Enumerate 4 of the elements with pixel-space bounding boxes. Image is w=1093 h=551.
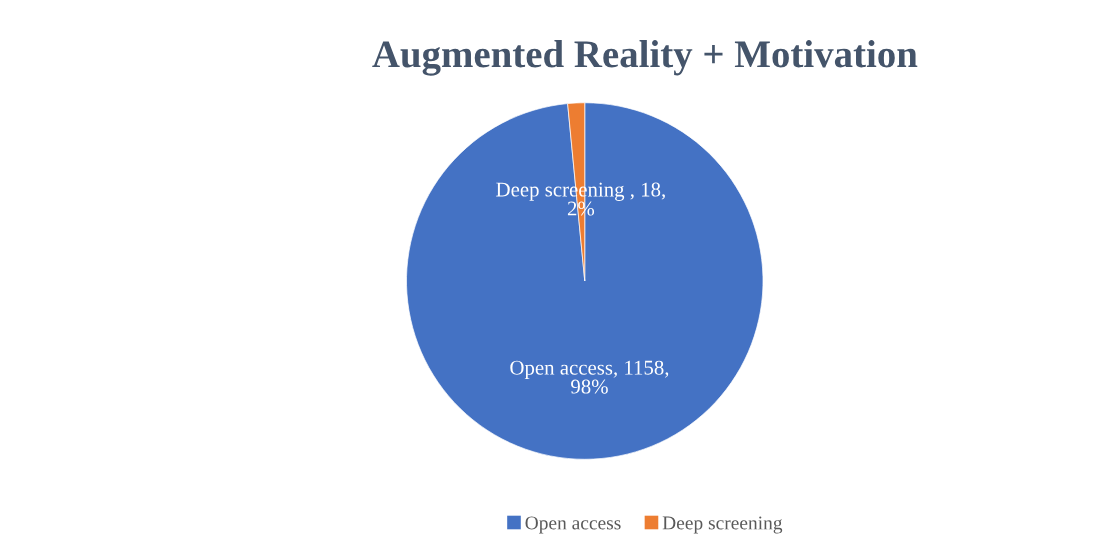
legend-label: Open access [525,516,621,534]
chart-title: Augmented Reality + Motivation [372,40,918,76]
data-label: Open access, 1158, 98% [510,360,669,394]
legend-label: Deep screening [662,516,783,534]
